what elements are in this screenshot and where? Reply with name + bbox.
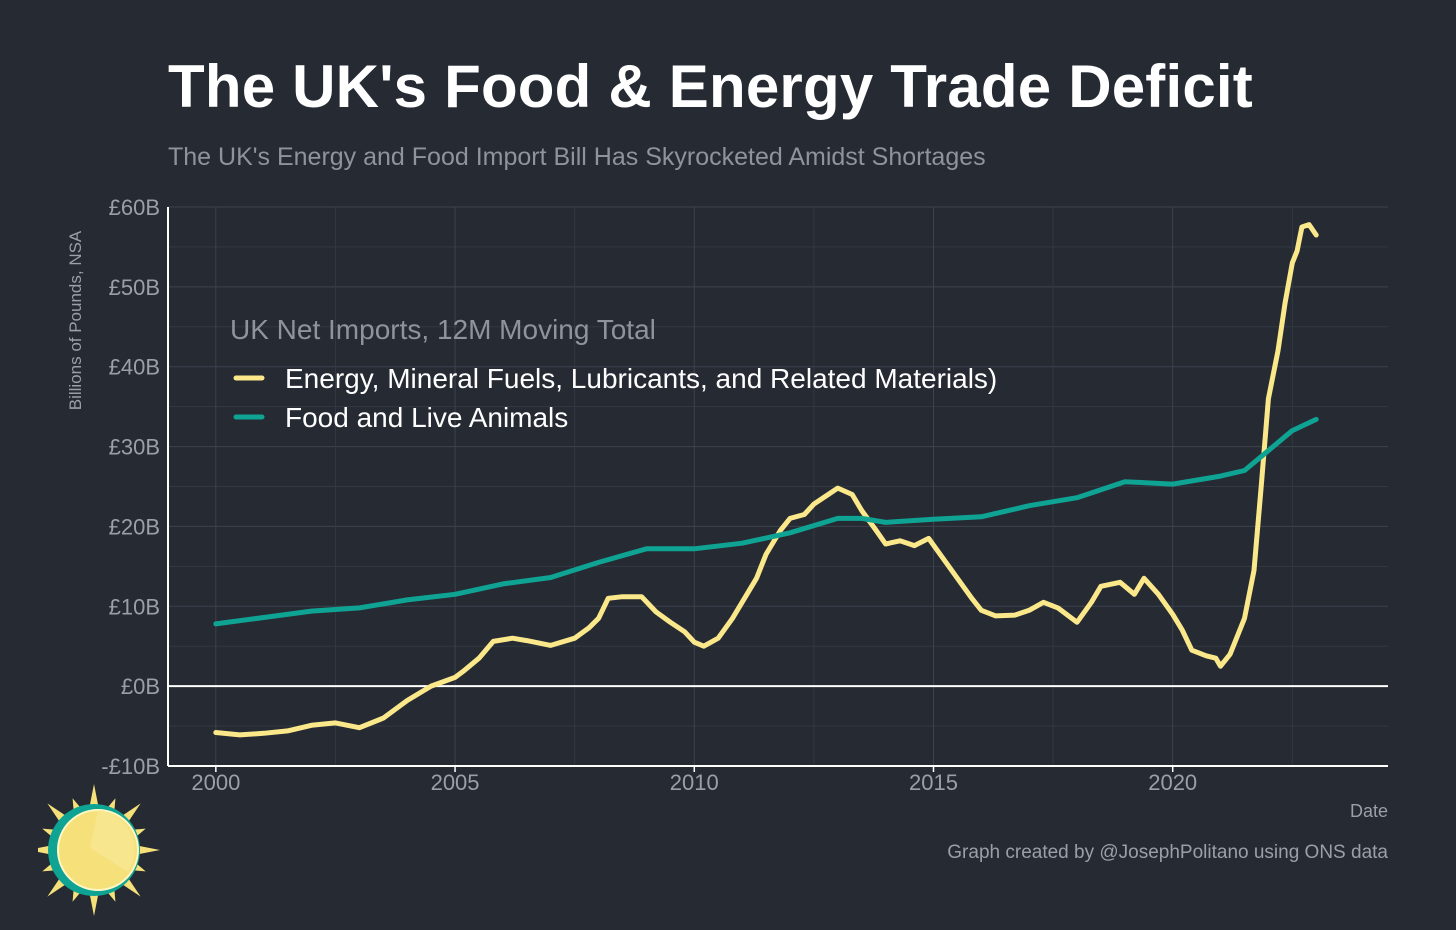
legend-entry: Energy, Mineral Fuels, Lubricants, and R… <box>285 363 997 394</box>
chart-subtitle: The UK's Energy and Food Import Bill Has… <box>168 143 986 171</box>
series-group <box>213 222 1319 738</box>
series-line-food <box>213 416 1319 627</box>
axes-group: -£10B £0B £10B £20B £30B £40B £50B £60B 2000 2005… <box>66 195 1388 821</box>
sun-logo-icon <box>38 784 160 916</box>
legend-entry: Food and Live Animals <box>285 402 568 433</box>
x-axis-label: Date <box>1350 801 1388 821</box>
x-tick-label: 2010 <box>670 770 719 795</box>
source-credit: Graph created by @JosephPolitano using O… <box>947 842 1388 863</box>
x-tick-label: 2005 <box>431 770 480 795</box>
sun-ray <box>88 889 100 916</box>
y-tick-label: £20B <box>109 514 160 539</box>
y-tick-label: £0B <box>121 674 160 699</box>
grid-lines <box>168 206 1388 767</box>
y-tick-label: -£10B <box>101 754 160 779</box>
chart-title: The UK's Food & Energy Trade Deficit <box>168 53 1253 120</box>
y-axis-label: Billions of Pounds, NSA <box>66 230 85 410</box>
y-tick-label: £40B <box>109 355 160 380</box>
x-tick-label: 2000 <box>191 770 240 795</box>
x-tick-label: 2015 <box>909 770 958 795</box>
sun-ray <box>88 784 100 811</box>
y-tick-label: £50B <box>109 275 160 300</box>
sun-ray <box>133 844 160 856</box>
x-tick-label: 2020 <box>1148 770 1197 795</box>
y-tick-label: £10B <box>109 594 160 619</box>
y-tick-label: £60B <box>109 195 160 220</box>
legend-title: UK Net Imports, 12M Moving Total <box>230 314 656 345</box>
series-line-energy <box>213 222 1319 738</box>
legend: UK Net Imports, 12M Moving Total Energy, … <box>230 314 997 433</box>
y-tick-label: £30B <box>109 435 160 460</box>
